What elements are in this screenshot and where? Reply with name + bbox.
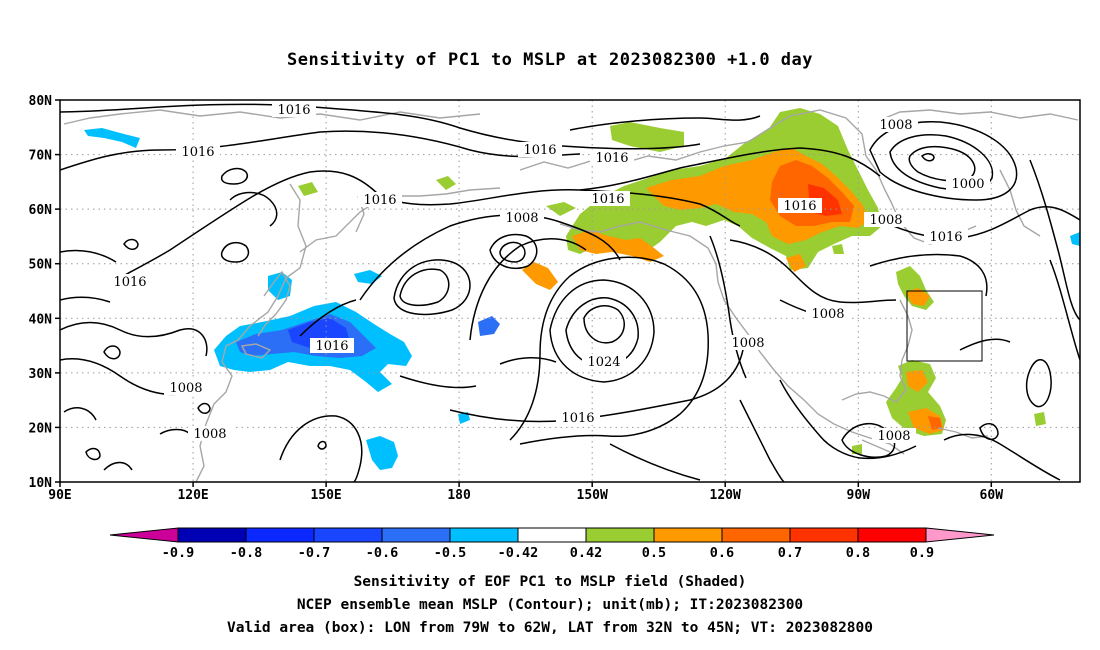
colorbar bbox=[109, 527, 995, 543]
longitude-labels: 90E 120E 150E 180 150W 120W 90W 60W bbox=[48, 488, 1003, 503]
colorbar-segment bbox=[857, 527, 927, 543]
colorbar-segment bbox=[177, 527, 247, 543]
contour-label: 1016 bbox=[181, 145, 214, 160]
negative-shading-east-edge bbox=[1070, 232, 1080, 246]
caption-line-2: NCEP ensemble mean MSLP (Contour); unit(… bbox=[296, 597, 804, 613]
valid-area-box bbox=[906, 290, 983, 362]
positive-shading-gulf-small bbox=[852, 444, 862, 454]
contour-label: 1016 bbox=[277, 103, 310, 118]
contour-label: 1016 bbox=[783, 199, 816, 214]
positive-shading-mexico-small bbox=[832, 244, 844, 254]
negative-shading-south bbox=[366, 436, 398, 470]
positive-shading-gulf-alaska bbox=[572, 230, 664, 262]
colorbar-tick-label: -0.6 bbox=[366, 545, 399, 561]
contour-label: 1008 bbox=[505, 211, 538, 226]
colorbar-tick-label: -0.8 bbox=[230, 545, 263, 561]
contour-label: 1016 bbox=[315, 339, 348, 354]
lon-label: 120W bbox=[710, 488, 741, 503]
contour-label: 1000 bbox=[951, 177, 984, 192]
colorbar-segment bbox=[721, 527, 791, 543]
lon-label: 60W bbox=[980, 488, 1004, 503]
caption-line-1: Sensitivity of EOF PC1 to MSLP field (Sh… bbox=[353, 574, 747, 590]
colorbar-segment bbox=[381, 527, 451, 543]
negative-shading-small bbox=[458, 412, 470, 424]
map-frame bbox=[59, 99, 1081, 483]
contour-label: 1024 bbox=[587, 355, 620, 370]
colorbar-right-arrow bbox=[925, 527, 995, 543]
negative-shading-mid-pacific bbox=[478, 316, 500, 336]
contour-label: 1008 bbox=[869, 213, 902, 228]
colorbar-tick-label: -0.5 bbox=[434, 545, 467, 561]
contour-labels: 1016 1016 1016 1016 1016 1016 1016 1016 … bbox=[113, 103, 985, 444]
lat-label: 70N bbox=[29, 149, 53, 164]
contour-label: 1008 bbox=[169, 381, 202, 396]
negative-shading-arctic bbox=[84, 128, 140, 148]
positive-shading-us-orange bbox=[786, 254, 806, 272]
lat-label: 80N bbox=[29, 94, 53, 109]
lat-label: 20N bbox=[29, 421, 53, 436]
colorbar-segment bbox=[245, 527, 315, 543]
positive-shading-bering bbox=[522, 262, 558, 290]
lat-label: 40N bbox=[29, 312, 53, 327]
map-title: Sensitivity of PC1 to MSLP at 2023082300… bbox=[286, 50, 813, 70]
lon-label: 120E bbox=[177, 488, 208, 503]
colorbar-segment bbox=[585, 527, 655, 543]
lon-label: 150E bbox=[310, 488, 341, 503]
contour-label: 1016 bbox=[595, 151, 628, 166]
colorbar-labels: -0.9 -0.8 -0.7 -0.6 -0.5 -0.42 0.42 0.5 … bbox=[162, 545, 934, 561]
colorbar-segment bbox=[313, 527, 383, 543]
colorbar-tick-label: -0.7 bbox=[298, 545, 331, 561]
positive-shading-atlantic-small bbox=[1034, 412, 1046, 426]
positive-shading-green-small-2 bbox=[298, 182, 318, 196]
longitude-axis bbox=[59, 482, 993, 487]
contour-label: 1008 bbox=[879, 118, 912, 133]
lon-label: 90E bbox=[48, 488, 71, 503]
contour-label: 1008 bbox=[877, 429, 910, 444]
positive-shading-east-coast-orange bbox=[906, 288, 930, 306]
lat-label: 10N bbox=[29, 476, 53, 491]
colorbar-tick-label: 0.7 bbox=[778, 545, 802, 561]
colorbar-segment bbox=[517, 527, 587, 543]
lon-label: 90W bbox=[847, 488, 871, 503]
contour-label: 1016 bbox=[523, 143, 556, 158]
lat-label: 30N bbox=[29, 367, 53, 382]
colorbar-tick-label: 0.42 bbox=[570, 545, 603, 561]
colorbar-left-arrow bbox=[109, 527, 179, 543]
colorbar-tick-label: 0.6 bbox=[710, 545, 734, 561]
colorbar-tick-label: 0.8 bbox=[846, 545, 870, 561]
lon-label: 180 bbox=[447, 488, 471, 503]
lat-label: 60N bbox=[29, 203, 53, 218]
contour-label: 1008 bbox=[811, 307, 844, 322]
contour-label: 1016 bbox=[113, 275, 146, 290]
colorbar-tick-label: 0.5 bbox=[642, 545, 666, 561]
colorbar-tick-label: -0.42 bbox=[498, 545, 539, 561]
contour-label: 1016 bbox=[363, 193, 396, 208]
positive-shading-florida-orange bbox=[906, 370, 928, 392]
coastlines bbox=[63, 109, 1079, 482]
latitude-labels: 80N 70N 60N 50N 40N 30N 20N 10N bbox=[29, 94, 53, 491]
positive-shading-green-small-1 bbox=[436, 176, 456, 190]
mslp-contours bbox=[60, 103, 1080, 482]
colorbar-tick-label: -0.9 bbox=[162, 545, 195, 561]
contour-label: 1016 bbox=[591, 192, 624, 207]
contour-label: 1008 bbox=[731, 336, 764, 351]
lon-label: 150W bbox=[577, 488, 608, 503]
colorbar-segment bbox=[449, 527, 519, 543]
caption-line-3: Valid area (box): LON from 79W to 62W, L… bbox=[226, 620, 873, 636]
positive-shading-caribbean-darkorange bbox=[928, 416, 942, 430]
contour-label: 1016 bbox=[929, 230, 962, 245]
lat-label: 50N bbox=[29, 258, 53, 273]
colorbar-tick-label: 0.9 bbox=[910, 545, 934, 561]
contour-label: 1016 bbox=[561, 411, 594, 426]
latitude-axis bbox=[55, 99, 60, 483]
positive-shading-alaska-north bbox=[610, 122, 684, 152]
contour-label: 1008 bbox=[193, 427, 226, 442]
colorbar-segment bbox=[653, 527, 723, 543]
colorbar-segment bbox=[789, 527, 859, 543]
